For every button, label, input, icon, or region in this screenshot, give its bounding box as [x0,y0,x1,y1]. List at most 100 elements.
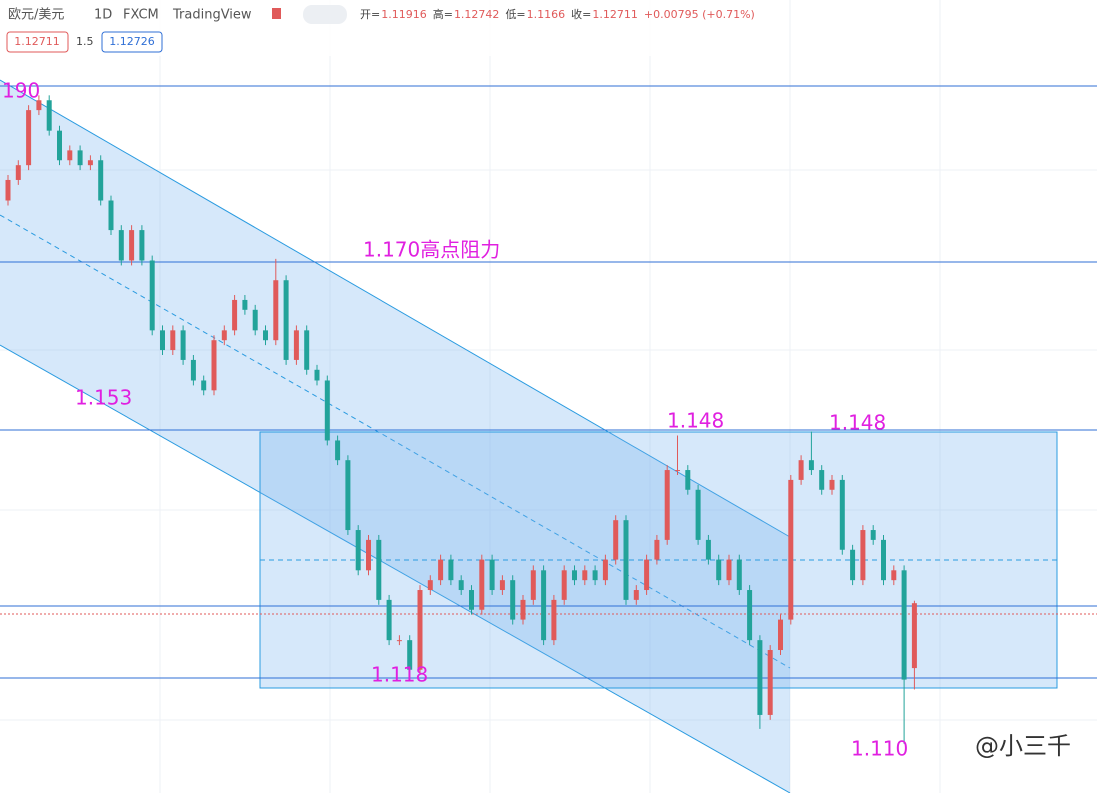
candle-body [345,460,351,531]
ohlc-value: 1.12742 [454,8,500,21]
annotation: 1.153 [75,386,132,410]
candle-body [242,299,248,310]
candle-body [850,549,856,581]
candle-body [5,179,11,201]
candle-body [108,200,114,231]
candle-body [273,280,279,341]
candle-body [819,470,825,490]
candle-body [520,599,526,620]
ohlc-label: 高= [433,7,453,21]
ohlc-label: 收= [571,7,591,21]
candle-body [36,100,42,111]
candle-body [530,570,536,600]
candle-body [675,470,680,472]
candle-body [582,570,588,581]
candle-body [304,330,310,370]
ohlc-value: 1.1166 [527,8,566,21]
candle-body [747,590,753,641]
ohlc-value: 1.12711 [592,8,638,21]
candle-body [870,530,876,540]
ohlc-label: 开= [360,8,380,21]
candle-body [839,479,845,550]
ask: 1.12726 [109,35,155,48]
candle-body [798,460,804,480]
candle-body [211,340,217,391]
ohlc-label: 低= [505,8,525,21]
candle-body [438,559,444,581]
candle-body [427,580,433,591]
candle-body [232,299,238,331]
candle-body [561,570,567,600]
annotation: 1.118 [371,663,428,687]
candle-body [911,603,917,669]
candle-body [510,580,516,620]
candle-body [417,590,423,670]
candle-body [139,230,145,261]
candle-body [860,530,866,581]
ask-box[interactable] [101,31,163,53]
ohlc: 开= 1.11916 高= 1.12742 低= 1.1166 收= 1.12711 +0.00… [360,7,755,21]
candle-body [551,599,557,641]
candle-body [592,570,598,581]
candle-body [541,570,547,641]
candle-body [716,559,722,581]
candle-body [726,559,732,581]
candle-body [46,100,52,131]
candle-body [180,330,186,360]
annotation: 1.148 [667,409,724,433]
spread: 1.5 [76,35,94,48]
candle-body [15,165,21,180]
candle-body [396,640,402,642]
candle-body [67,150,73,161]
candle-body [324,380,330,441]
candle-body [479,559,485,610]
channel-mid [0,214,791,669]
candle-body [623,520,629,600]
annotation: 1.170高点阻力 [363,238,500,262]
compare-toggle[interactable] [303,5,347,24]
annotation: 190 [2,79,40,103]
bid: 1.12711 [14,35,60,48]
candle-body [335,440,341,461]
candle-body [788,479,794,620]
candle-body [129,230,135,261]
candle-body [221,330,227,341]
candle-body [572,570,577,581]
flag-icon[interactable] [272,8,281,19]
candle-body [386,599,392,641]
candle-body [448,559,454,581]
bid-box[interactable] [6,31,69,53]
candle-body [57,130,62,161]
candle-body [695,489,701,540]
candle-body [808,460,814,471]
candle-body [613,520,619,560]
candle-body [499,580,505,591]
candle-body [201,380,207,391]
candle-body [829,479,835,490]
candle-body [602,559,608,581]
channel-bottom [0,344,791,793]
interval: 1D [94,8,112,23]
candle-body [633,590,639,600]
candle-body [778,619,783,651]
candle-body [118,230,124,261]
candle-body [881,539,886,581]
channel-fill [0,80,790,793]
candle-body [376,539,382,600]
candle-body [149,260,155,331]
watermark: @小三千 [975,732,1071,760]
candle-body [891,570,897,581]
annotation: 1.148 [829,411,886,435]
candle-body [87,160,93,166]
symbol: 欧元/美元 [8,8,64,23]
candle-body [170,330,176,351]
candle-body [736,559,742,591]
candle-body [407,640,413,670]
candle-body [314,369,320,381]
candle-body [901,570,907,680]
candle-body [767,650,773,715]
candle-body [644,559,650,591]
candle-body [252,309,258,331]
candle-body [685,470,691,490]
